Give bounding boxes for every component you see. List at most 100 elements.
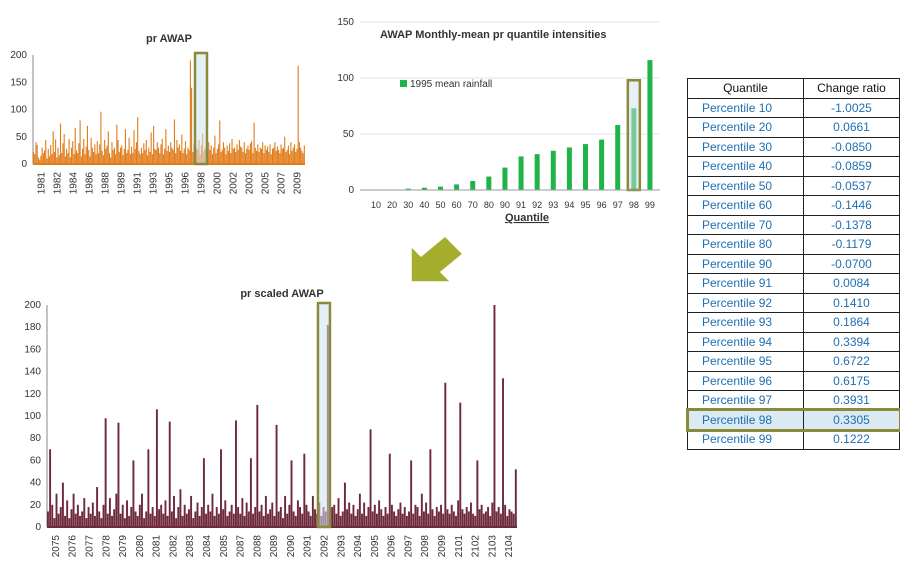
x-tick-label: 91: [516, 200, 526, 210]
x-tick-label: 2096: [387, 535, 398, 558]
bar: [133, 130, 134, 164]
bar: [162, 139, 163, 164]
bar: [103, 155, 104, 164]
bar: [288, 505, 290, 527]
bar: [113, 509, 115, 527]
chart-pr-scaled-awap-svg: pr scaled AWAP02040608010012014016018020…: [25, 285, 525, 567]
x-tick-label: 1982: [53, 172, 64, 195]
cell-change-ratio: -0.1179: [804, 235, 900, 255]
bar: [266, 150, 267, 164]
bar: [190, 60, 191, 164]
bar: [186, 154, 187, 164]
bar: [88, 507, 90, 527]
x-axis-label: Quantile: [505, 212, 549, 224]
bar: [615, 125, 620, 190]
bar: [391, 505, 393, 527]
bar: [289, 154, 290, 164]
bar: [283, 148, 284, 164]
chart-title: pr AWAP: [146, 33, 192, 45]
cell-quantile: Percentile 80: [688, 235, 804, 255]
bar: [62, 483, 64, 527]
x-tick-label: 2093: [336, 535, 347, 558]
bar: [241, 498, 243, 527]
bar: [214, 516, 216, 527]
bar: [203, 458, 205, 527]
bar: [472, 514, 474, 527]
bar: [344, 483, 346, 527]
bar: [85, 518, 87, 527]
table-row: Percentile 90-0.0700: [688, 254, 900, 274]
bar: [348, 503, 350, 527]
y-tick-label: 150: [10, 77, 27, 88]
bar: [97, 141, 98, 164]
bar: [419, 516, 421, 527]
bar: [209, 150, 210, 164]
x-tick-label: 40: [419, 200, 429, 210]
bar: [449, 514, 451, 527]
bar: [481, 505, 483, 527]
bar: [295, 516, 297, 527]
bar: [71, 509, 73, 527]
bar: [173, 150, 174, 164]
y-tick-label: 120: [25, 389, 41, 400]
bar: [340, 516, 342, 527]
y-tick-label: 50: [16, 132, 28, 143]
arrow-polygon: [411, 236, 463, 282]
cell-change-ratio: -1.0025: [804, 98, 900, 118]
bar: [209, 511, 211, 527]
bar: [131, 147, 132, 164]
bar: [251, 141, 252, 164]
highlight-box: [318, 303, 330, 527]
bar: [515, 469, 517, 527]
bar: [278, 511, 280, 527]
bar: [121, 145, 122, 164]
bar: [118, 423, 120, 527]
bar: [192, 518, 194, 527]
chart-title: AWAP Monthly-mean pr quantile intensitie…: [380, 29, 607, 41]
bar: [312, 496, 314, 527]
bar: [137, 516, 139, 527]
cell-quantile: Percentile 93: [688, 313, 804, 333]
bar: [107, 145, 108, 164]
bar: [64, 516, 66, 527]
bar: [498, 507, 500, 527]
bar: [89, 156, 90, 164]
bar: [51, 505, 53, 527]
highlight-box: [195, 53, 207, 164]
bar: [239, 140, 240, 164]
bar: [84, 154, 85, 164]
bar: [115, 494, 117, 527]
x-tick-label: 94: [564, 200, 574, 210]
bar: [212, 154, 213, 164]
bar: [81, 511, 83, 527]
cell-quantile: Percentile 90: [688, 254, 804, 274]
bar: [451, 505, 453, 527]
bar: [81, 156, 82, 164]
bar: [357, 509, 359, 527]
bar: [276, 425, 278, 527]
bar: [83, 498, 85, 527]
bar: [513, 514, 515, 527]
bar: [154, 516, 156, 527]
bar: [470, 181, 475, 190]
bar: [502, 378, 504, 527]
bar: [479, 509, 481, 527]
x-tick-label: 2095: [370, 535, 381, 558]
cell-change-ratio: -0.1446: [804, 196, 900, 216]
x-tick-label: 2007: [277, 172, 288, 195]
cell-quantile: Percentile 91: [688, 274, 804, 294]
x-tick-label: 2088: [252, 535, 263, 558]
chart-title: pr scaled AWAP: [240, 288, 323, 300]
cell-change-ratio: 0.1864: [804, 313, 900, 333]
bar: [152, 154, 153, 164]
bar: [71, 148, 72, 164]
bar: [125, 129, 126, 164]
bar: [55, 139, 56, 164]
bar: [297, 500, 299, 527]
x-tick-label: 2079: [118, 535, 129, 558]
bar: [265, 496, 267, 527]
bar: [160, 505, 162, 527]
bar: [293, 148, 294, 164]
bar: [412, 514, 414, 527]
